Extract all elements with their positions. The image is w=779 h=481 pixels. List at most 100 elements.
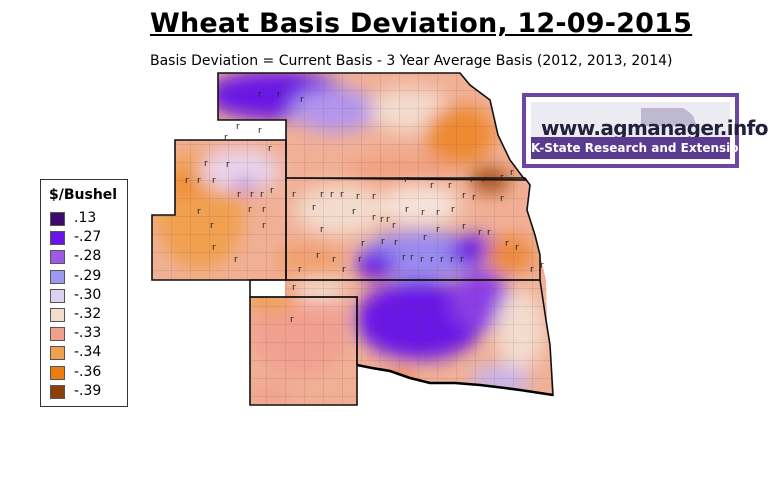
elevator-marker: r [405, 205, 409, 215]
legend-label: -.39 [74, 382, 102, 399]
elevator-marker: r [358, 255, 362, 265]
elevator-marker: r [462, 191, 466, 201]
elevator-marker: r [430, 181, 434, 191]
elevator-marker: r [250, 190, 254, 200]
elevator-marker: r [312, 203, 316, 213]
legend-swatch [50, 269, 65, 284]
elevator-marker: r [540, 261, 544, 271]
legend-swatch [50, 212, 65, 226]
logo-org: K-State Research and Extension [531, 137, 747, 159]
elevator-marker: r [270, 186, 274, 196]
texas-panhandle-border [249, 296, 358, 406]
legend-label: -.33 [74, 325, 102, 342]
elevator-marker: r [262, 205, 266, 215]
elevator-marker: r [404, 175, 408, 185]
elevator-marker: r [386, 215, 390, 225]
elevator-marker: r [268, 144, 272, 154]
elevator-marker: r [505, 239, 509, 249]
legend-swatch [50, 288, 65, 303]
elevator-marker: r [262, 221, 266, 231]
kansas-silhouette-icon [641, 108, 697, 126]
elevator-marker: r [292, 190, 296, 200]
legend-label: -.36 [74, 363, 102, 380]
elevator-marker: r [450, 255, 454, 265]
elevator-marker: r [197, 207, 201, 217]
elevator-marker: r [320, 225, 324, 235]
elevator-marker: r [204, 159, 208, 169]
elevator-marker: r [420, 255, 424, 265]
elevator-marker: r [237, 190, 241, 200]
logo-url: www.agmanager.info [541, 116, 768, 140]
elevator-marker: r [342, 265, 346, 275]
elevator-marker: r [356, 192, 360, 202]
elevator-marker: r [320, 190, 324, 200]
legend-swatch [50, 365, 65, 380]
legend-label: -.28 [74, 248, 102, 265]
elevator-marker: r [451, 205, 455, 215]
elevator-marker: r [248, 205, 252, 215]
legend-label: -.30 [74, 286, 102, 303]
elevator-marker: r [372, 192, 376, 202]
elevator-marker: r [500, 194, 504, 204]
elevator-marker: r [436, 208, 440, 218]
legend-swatch [50, 231, 65, 246]
elevator-marker: r [234, 255, 238, 265]
elevator-marker: r [478, 228, 482, 238]
legend-swatch [50, 327, 65, 342]
red-river [356, 363, 554, 397]
elevator-marker: r [460, 255, 464, 265]
elevator-marker: r [472, 193, 476, 203]
legend-label: -.27 [74, 229, 102, 246]
elevator-marker: r [423, 233, 427, 243]
legend: $/Bushel .13 -.27 -.28 -.29 -.30 -.32 -.33 -.34… [40, 179, 128, 407]
elevator-marker: r [212, 243, 216, 253]
elevator-marker: r [510, 168, 514, 178]
legend-label: .13 [74, 210, 97, 226]
elevator-marker: r [361, 239, 365, 249]
elevator-marker: r [487, 228, 491, 238]
elevator-marker: r [197, 176, 201, 186]
elevator-marker: r [330, 190, 334, 200]
legend-swatch [50, 346, 65, 361]
elevator-marker: r [260, 190, 264, 200]
elevator-marker: r [290, 315, 294, 325]
elevator-marker: r [292, 283, 296, 293]
elevator-marker: r [224, 133, 228, 143]
legend-label: -.29 [74, 267, 102, 284]
legend-swatch [50, 384, 65, 399]
elevator-marker: r [482, 175, 486, 185]
legend-swatch [50, 308, 65, 322]
elevator-marker: r [436, 225, 440, 235]
elevator-marker: r [277, 90, 281, 100]
elevator-marker: r [185, 176, 189, 186]
elevator-marker: r [340, 190, 344, 200]
elevator-marker: r [258, 126, 262, 136]
elevator-marker: r [500, 173, 504, 183]
elevator-marker: r [430, 255, 434, 265]
elevator-marker: r [470, 175, 474, 185]
page-title: Wheat Basis Deviation, 12-09-2015 [150, 8, 693, 39]
elevator-marker: r [448, 181, 452, 191]
elevator-marker: r [402, 253, 406, 263]
elevator-marker: r [530, 265, 534, 275]
page-subtitle: Basis Deviation = Current Basis - 3 Year… [150, 53, 673, 69]
elevator-marker: r [381, 237, 385, 247]
elevator-marker: r [421, 208, 425, 218]
elevator-marker: r [440, 255, 444, 265]
elevator-marker: r [394, 238, 398, 248]
elevator-marker: r [392, 221, 396, 231]
elevator-marker: r [380, 215, 384, 225]
colorado-border [151, 139, 287, 281]
elevator-marker: r [226, 160, 230, 170]
legend-swatch [50, 250, 65, 265]
elevator-marker: r [410, 253, 414, 263]
elevator-marker: r [352, 207, 356, 217]
elevator-marker: r [298, 265, 302, 275]
nebraska-border [217, 72, 527, 181]
elevator-marker: r [210, 221, 214, 231]
elevator-marker: r [332, 255, 336, 265]
elevator-marker: r [462, 222, 466, 232]
elevator-marker: r [300, 95, 304, 105]
